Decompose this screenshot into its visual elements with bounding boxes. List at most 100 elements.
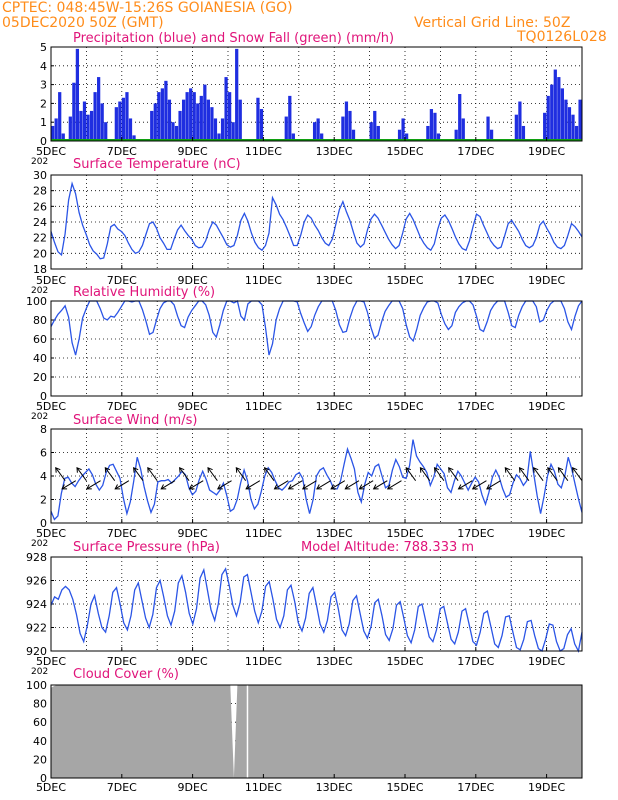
wind-arrow (572, 467, 583, 481)
precip-bar (203, 84, 207, 141)
wind-arrow-head (287, 484, 294, 490)
wind-arrow (316, 480, 331, 490)
precip-bar (150, 110, 154, 141)
y-tick-label: 18 (33, 263, 47, 276)
x-tick-label: 13DEC (316, 400, 353, 413)
precip-bar (235, 48, 239, 141)
wind-arrow (302, 480, 317, 490)
wind-arrow-head (358, 484, 365, 490)
wind-arrow (147, 467, 158, 481)
precip-bar (72, 82, 76, 141)
precip-bar (97, 77, 101, 141)
wind-arrow (472, 480, 487, 490)
wind-arrow (245, 480, 261, 490)
y-tick-label: 40 (33, 352, 47, 365)
x-tick-label: 9DEC (178, 274, 208, 287)
y-tick-label: 0 (40, 517, 47, 530)
precip-bar (433, 112, 437, 141)
x-tick-label: 7DEC (107, 274, 137, 287)
precip-bar (312, 122, 317, 141)
precip-bar (174, 125, 179, 141)
wind-arrow (458, 480, 473, 490)
precip-bar (521, 125, 526, 141)
precip-bar (369, 122, 373, 141)
precip-bar (256, 97, 260, 141)
precip-bar (61, 133, 65, 141)
header-grid-note: Vertical Grid Line: 50Z (414, 15, 571, 31)
y-tick-label: 5 (40, 41, 47, 54)
wind-arrow-head (471, 484, 478, 490)
precip-bar (550, 84, 554, 141)
y-tick-label: 20 (33, 371, 47, 384)
x-tick-label: 19DEC (528, 400, 565, 413)
y-tick-label: 6 (40, 447, 47, 460)
x-tick-label: 15DEC (386, 781, 423, 794)
wind-arrow (179, 467, 190, 481)
panel-frame (50, 300, 583, 397)
wind-arrow (114, 480, 130, 490)
precip-bar (157, 92, 161, 141)
series-line-2 (50, 300, 583, 356)
x-tick-label: 5DEC (36, 274, 66, 287)
y-tick-label: 22 (33, 232, 47, 245)
precip-bar (220, 118, 225, 141)
wind-arrow (519, 467, 530, 481)
x-tick-label: 17DEC (457, 274, 494, 287)
wind-arrow (330, 480, 346, 490)
x-tick-label: 19DEC (528, 655, 565, 668)
precip-bar (54, 118, 58, 141)
wind-arrow (405, 467, 417, 481)
panel-frame (50, 684, 583, 779)
precip-bar (89, 110, 94, 141)
y-tick-label: 60 (33, 716, 47, 729)
panel-frame (50, 46, 583, 142)
precip-bar (196, 103, 200, 141)
series-line-1 (50, 181, 583, 260)
precip-bar (206, 99, 210, 141)
wind-arrow (547, 467, 558, 481)
wind-arrow-head (405, 467, 411, 473)
precip-bar (167, 99, 172, 141)
precip-bar (320, 133, 324, 141)
y-tick-label: 80 (33, 314, 47, 327)
x-tick-label: 15DEC (386, 274, 423, 287)
y-tick-label: 28 (33, 185, 47, 198)
precip-bar (571, 114, 575, 141)
x-tick-label: 11DEC (245, 655, 282, 668)
precip-bar (79, 110, 83, 141)
y-tick-label: 20 (33, 753, 47, 766)
panel-title-1: Surface Temperature (nC) (73, 157, 241, 172)
wind-arrow (61, 480, 77, 490)
y-tick-label: 0 (40, 135, 47, 148)
precip-bar (58, 92, 62, 141)
precip-bar (291, 133, 295, 141)
wind-arrow-head (386, 484, 393, 490)
y-tick-label: 8 (40, 423, 47, 436)
precip-bar (178, 110, 182, 141)
x-tick-label: 7DEC (107, 781, 137, 794)
precip-bar (114, 107, 118, 141)
wind-arrow-head (133, 467, 139, 473)
wind-arrow (419, 467, 431, 481)
header-code: TQ0126L028 (517, 29, 607, 45)
x-tick-label: 9DEC (178, 781, 208, 794)
wind-arrow-head (448, 467, 454, 473)
y-tick-label: 924 (26, 598, 47, 611)
x-tick-label: 17DEC (457, 145, 494, 158)
wind-arrow-head (486, 484, 492, 490)
x-tick-label: 5DEC (36, 527, 66, 540)
wind-arrow (288, 480, 303, 490)
x-tick-label: 13DEC (316, 781, 353, 794)
wind-arrow-head (85, 484, 92, 490)
x-tick-label: 9DEC (178, 400, 208, 413)
y-tick-label: 2 (40, 97, 47, 110)
precip-bar (564, 99, 568, 141)
wind-arrow-head (533, 467, 539, 473)
x-tick-label: 11DEC (245, 400, 282, 413)
wind-arrow (486, 480, 501, 490)
year-fragment: 202 (31, 286, 48, 296)
precip-bar (192, 92, 196, 141)
x-tick-label: 19DEC (528, 145, 565, 158)
x-tick-label: 19DEC (528, 274, 565, 287)
